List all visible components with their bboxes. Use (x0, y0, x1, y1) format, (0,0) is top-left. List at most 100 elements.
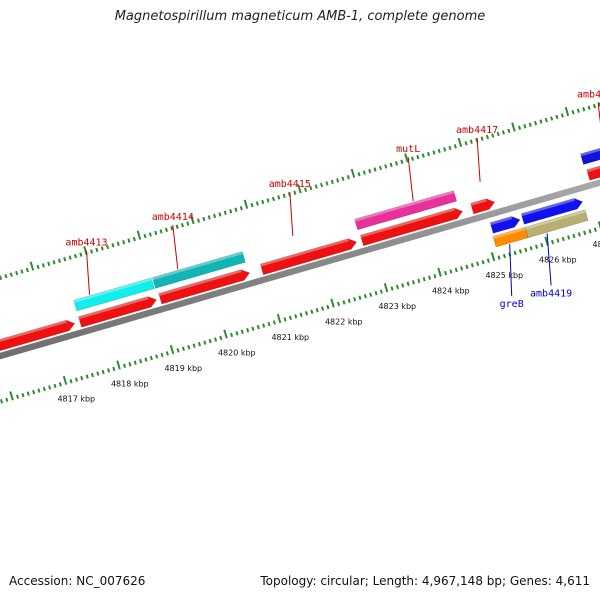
outer-tick-minor (571, 110, 575, 115)
gene-label-amb4414[interactable]: amb4414 (152, 212, 194, 223)
inner-tick-minor (107, 368, 111, 373)
gene-label-amb4419[interactable]: amb4419 (530, 288, 572, 299)
inner-tick-minor (96, 371, 100, 376)
gene-highlight (360, 208, 455, 238)
outer-tick-minor (122, 240, 126, 245)
kbp-label: 4823 kbp (378, 302, 416, 311)
outer-tick-minor (0, 275, 3, 280)
label-leader-line (546, 233, 552, 286)
gene-label-amb4420[interactable]: amb4420 (577, 89, 600, 100)
outer-tick-major (511, 122, 516, 132)
inner-tick-minor (123, 363, 127, 368)
gene-feature[interactable] (73, 277, 155, 312)
outer-tick-minor (4, 274, 8, 279)
inner-tick-minor (321, 306, 325, 311)
inner-tick-minor (235, 331, 239, 336)
gene-feature[interactable] (78, 296, 157, 328)
inner-tick-minor (160, 352, 164, 358)
outer-tick-major (564, 106, 570, 117)
inner-tick-minor (390, 286, 394, 291)
gene-feature[interactable] (354, 190, 458, 231)
outer-tick-minor (223, 210, 227, 215)
outer-tick-minor (234, 207, 238, 212)
kbp-label: 4821 kbp (271, 333, 309, 342)
gene-body (360, 207, 463, 247)
inner-tick-major (9, 391, 14, 401)
label-leader-line (407, 157, 414, 202)
outer-tick-minor (63, 257, 67, 262)
gene-feature[interactable] (260, 238, 358, 276)
gene-label-greB[interactable]: greB (500, 299, 524, 310)
inner-tick-minor (529, 246, 533, 251)
inner-tick-minor (283, 317, 287, 322)
inner-tick-minor (165, 351, 169, 356)
inner-tick-minor (556, 238, 560, 243)
outer-tick-major (457, 137, 463, 147)
inner-tick-minor (208, 338, 212, 344)
inner-tick-minor (567, 235, 571, 240)
outer-tick-minor (111, 243, 115, 248)
outer-tick-minor (534, 120, 538, 126)
kbp-label: 4822 kbp (325, 317, 363, 326)
kbp-scale-labels: 4817 kbp 4818 kbp 4819 kbp 4820 kbp 4821 kbp… (57, 240, 600, 404)
inner-tick-major (330, 298, 335, 308)
gene-feature[interactable] (152, 251, 246, 289)
outer-tick-minor (368, 168, 372, 174)
gene-feature[interactable] (158, 269, 251, 305)
outer-tick-minor (170, 226, 174, 231)
inner-tick-minor (583, 230, 587, 236)
inner-tick-minor (272, 320, 276, 325)
gene-body (73, 277, 155, 312)
inner-tick-minor (518, 249, 522, 254)
gene-body (152, 251, 246, 289)
inner-tick-minor (411, 280, 415, 285)
label-leader-line (86, 250, 90, 295)
inner-tick-minor (267, 321, 271, 327)
outer-tick-minor (453, 144, 457, 149)
outer-tick-minor (336, 178, 340, 183)
gene-feature[interactable] (0, 319, 76, 352)
outer-tick-minor (539, 119, 543, 124)
outer-tick-minor (518, 125, 522, 130)
inner-tick-minor (454, 267, 458, 273)
outer-tick-minor (555, 114, 559, 120)
gene-feature[interactable] (360, 207, 463, 247)
kbp-label: 4820 kbp (218, 348, 256, 357)
inner-tick-minor (214, 337, 218, 342)
inner-tick-track (0, 221, 600, 404)
gene-label-amb4413[interactable]: amb4413 (65, 238, 107, 249)
gene-feature[interactable] (580, 136, 600, 165)
inner-tick-minor (395, 284, 399, 290)
inner-tick-minor (176, 348, 180, 353)
gene-feature[interactable] (470, 198, 496, 215)
inner-tick-minor (363, 294, 367, 299)
inner-tick-minor (16, 394, 20, 399)
inner-tick-minor (112, 366, 116, 372)
backbone-bar (0, 179, 600, 360)
gene-feature[interactable] (524, 209, 589, 239)
label-leader-line (509, 244, 513, 297)
inner-tick-major (383, 283, 389, 293)
gene-feature[interactable] (520, 198, 584, 225)
gene-body (0, 319, 76, 352)
outer-tick-minor (378, 165, 382, 171)
outer-tick-minor (394, 161, 398, 166)
genome-info-text: Topology: circular; Length: 4,967,148 bp… (260, 574, 590, 588)
inner-tick-minor (101, 369, 105, 375)
outer-tick-minor (416, 154, 420, 160)
gene-feature[interactable] (586, 152, 600, 181)
label-leader-line (597, 102, 600, 124)
gene-label-amb4417[interactable]: amb4417 (456, 125, 498, 136)
inner-tick-minor (481, 260, 485, 265)
inner-tick-minor (497, 255, 501, 260)
gene-feature[interactable] (489, 216, 521, 234)
gene-body (524, 209, 589, 239)
gene-label-mutL[interactable]: mutL (396, 144, 420, 155)
inner-tick-minor (187, 345, 191, 350)
gene-label-amb4415[interactable]: amb4415 (269, 179, 311, 190)
outer-tick-minor (550, 116, 554, 121)
inner-tick-minor (422, 277, 426, 282)
outer-tick-minor (384, 164, 388, 169)
gene-highlight (490, 216, 513, 226)
kbp-label: 4824 kbp (432, 287, 470, 296)
